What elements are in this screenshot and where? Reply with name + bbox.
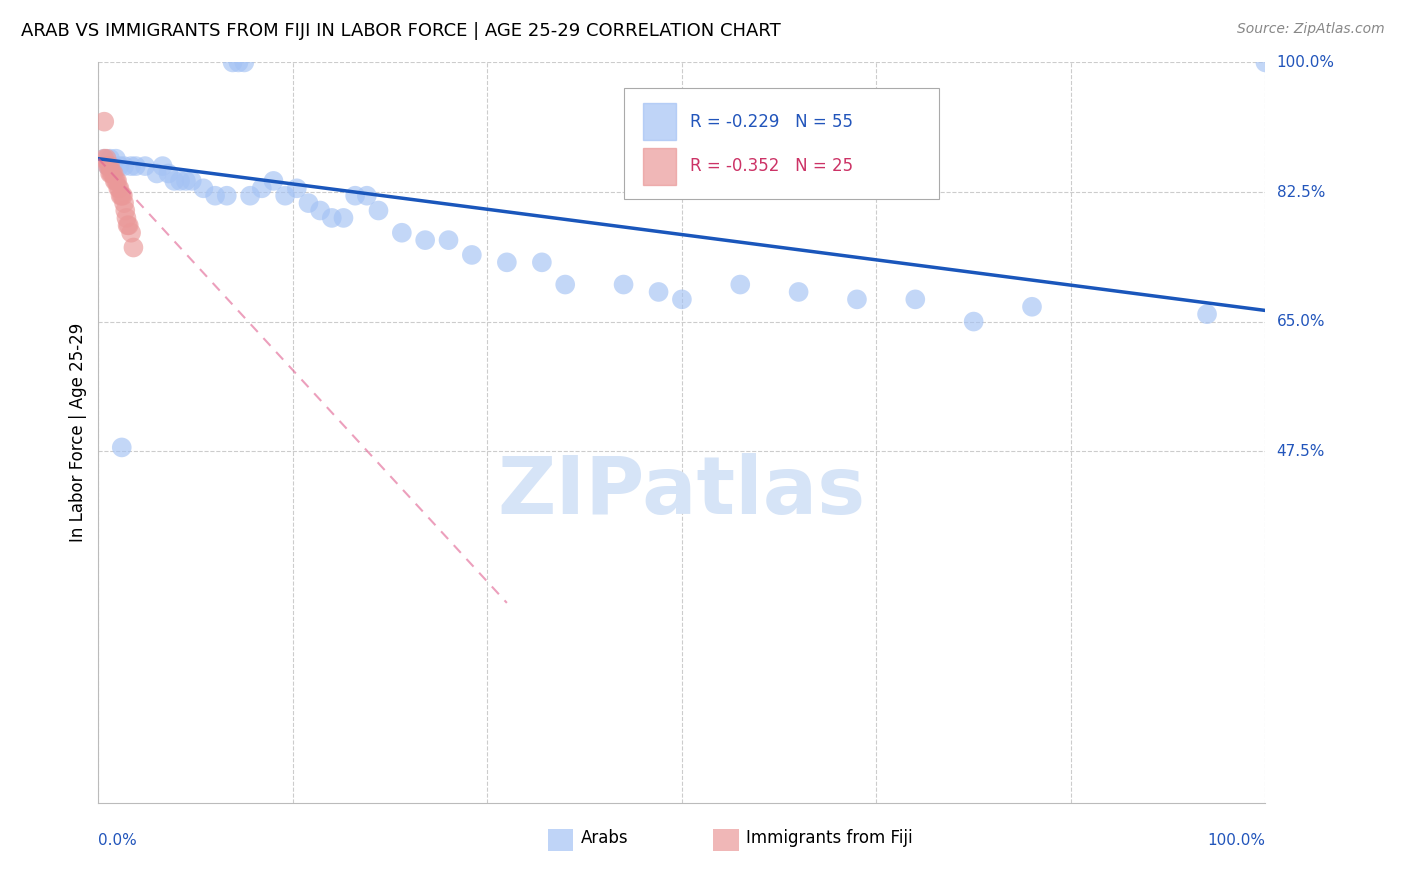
Point <box>108 159 131 173</box>
Point <box>332 211 354 225</box>
Text: 0.0%: 0.0% <box>98 833 138 848</box>
FancyBboxPatch shape <box>548 829 574 851</box>
Y-axis label: In Labor Force | Age 25-29: In Labor Force | Age 25-29 <box>69 323 87 542</box>
Point <box>1254 55 1277 70</box>
Point <box>146 166 169 180</box>
Point <box>112 159 135 173</box>
Point <box>104 174 127 188</box>
Point <box>115 211 138 225</box>
Point <box>554 277 576 292</box>
Text: 82.5%: 82.5% <box>1277 185 1324 200</box>
Point <box>112 196 135 211</box>
FancyBboxPatch shape <box>624 88 939 200</box>
Point <box>228 55 250 70</box>
Point <box>93 152 115 166</box>
Point <box>730 277 752 292</box>
Point <box>93 152 115 166</box>
Point <box>98 152 121 166</box>
Point <box>180 174 202 188</box>
Text: 100.0%: 100.0% <box>1208 833 1265 848</box>
Point <box>101 159 124 173</box>
FancyBboxPatch shape <box>644 103 676 140</box>
Point <box>613 277 636 292</box>
Text: R = -0.229   N = 55: R = -0.229 N = 55 <box>690 112 853 130</box>
Point <box>98 166 121 180</box>
Point <box>100 166 122 180</box>
Text: ARAB VS IMMIGRANTS FROM FIJI IN LABOR FORCE | AGE 25-29 CORRELATION CHART: ARAB VS IMMIGRANTS FROM FIJI IN LABOR FO… <box>21 22 780 40</box>
Point <box>117 219 139 233</box>
Point <box>107 181 129 195</box>
Point <box>163 174 186 188</box>
Point <box>114 203 136 218</box>
Point <box>461 248 484 262</box>
Point <box>1021 300 1043 314</box>
Point <box>108 181 131 195</box>
Point <box>647 285 669 299</box>
Point <box>111 188 134 202</box>
Point <box>233 55 256 70</box>
FancyBboxPatch shape <box>644 147 676 185</box>
Text: R = -0.352   N = 25: R = -0.352 N = 25 <box>690 157 853 175</box>
Text: Source: ZipAtlas.com: Source: ZipAtlas.com <box>1237 22 1385 37</box>
Point <box>110 188 132 202</box>
Point <box>96 152 118 166</box>
Text: 100.0%: 100.0% <box>1277 55 1334 70</box>
Point <box>125 159 148 173</box>
Point <box>671 293 693 307</box>
Point <box>103 166 125 180</box>
Point <box>93 114 115 128</box>
Point <box>344 188 367 202</box>
Point <box>97 159 120 173</box>
Point <box>193 181 215 195</box>
Point <box>437 233 460 247</box>
Point <box>367 203 389 218</box>
Point <box>120 226 142 240</box>
Point <box>97 159 120 173</box>
Point <box>221 55 243 70</box>
Point <box>104 152 127 166</box>
Point <box>204 188 226 202</box>
Point <box>98 159 121 173</box>
Point <box>122 240 145 255</box>
Point <box>297 196 319 211</box>
Point <box>111 441 134 455</box>
Point <box>120 159 142 173</box>
Point <box>391 226 413 240</box>
Point <box>118 219 141 233</box>
Point <box>904 293 927 307</box>
Point <box>262 174 284 188</box>
Text: 47.5%: 47.5% <box>1277 443 1324 458</box>
Point <box>134 159 156 173</box>
Text: Immigrants from Fiji: Immigrants from Fiji <box>747 830 912 847</box>
Point <box>309 203 332 218</box>
Point <box>152 159 174 173</box>
Point <box>157 166 180 180</box>
Point <box>530 255 553 269</box>
Point <box>111 188 134 202</box>
Point <box>174 174 197 188</box>
Text: 65.0%: 65.0% <box>1277 314 1324 329</box>
Text: ZIPatlas: ZIPatlas <box>498 453 866 531</box>
FancyBboxPatch shape <box>713 829 740 851</box>
Text: Arabs: Arabs <box>581 830 628 847</box>
Point <box>97 159 120 173</box>
Point <box>215 188 238 202</box>
Point <box>250 181 273 195</box>
Point <box>787 285 810 299</box>
Point <box>239 188 262 202</box>
Point <box>356 188 378 202</box>
Point <box>285 181 308 195</box>
Point <box>962 314 984 328</box>
Point <box>101 166 124 180</box>
Point <box>169 174 191 188</box>
Point <box>413 233 436 247</box>
Point <box>105 174 128 188</box>
Point <box>321 211 343 225</box>
Point <box>496 255 519 269</box>
Point <box>846 293 869 307</box>
Point <box>1195 307 1218 321</box>
Point <box>104 174 127 188</box>
Point <box>274 188 297 202</box>
Point <box>98 159 121 173</box>
